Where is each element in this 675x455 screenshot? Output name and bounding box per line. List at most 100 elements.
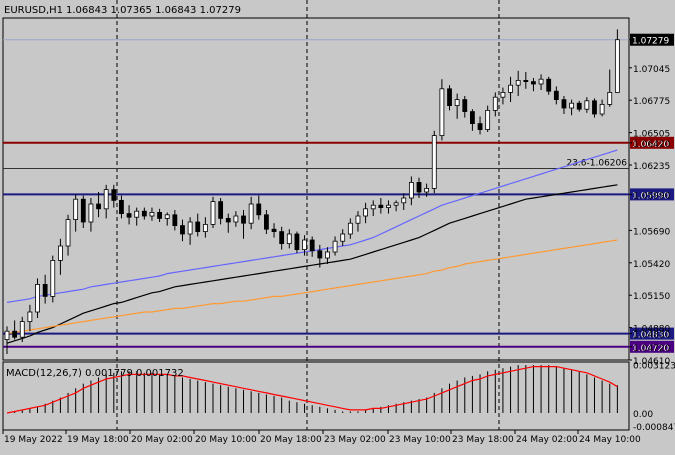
candle-body[interactable] xyxy=(294,233,300,251)
candle-body[interactable] xyxy=(531,81,536,85)
candle-body[interactable] xyxy=(546,78,552,92)
candle-body[interactable] xyxy=(340,233,346,242)
candle-body[interactable] xyxy=(569,102,574,109)
candle-body[interactable] xyxy=(164,214,170,219)
candle-body[interactable] xyxy=(309,239,315,252)
candle-body[interactable] xyxy=(401,197,407,204)
candle-body[interactable] xyxy=(35,283,40,313)
candle-body[interactable] xyxy=(576,102,582,110)
candle-body[interactable] xyxy=(27,311,33,323)
candle-body[interactable] xyxy=(134,210,140,218)
price-pane-frame xyxy=(2,17,630,361)
candle-body[interactable] xyxy=(271,228,277,232)
candle-body[interactable] xyxy=(584,100,590,110)
candle-body[interactable] xyxy=(141,210,147,217)
candle-body[interactable] xyxy=(492,96,498,111)
candle-body[interactable] xyxy=(248,203,254,224)
candle-body[interactable] xyxy=(302,239,307,251)
candle-body[interactable] xyxy=(42,283,48,297)
candle-body[interactable] xyxy=(218,201,224,219)
level-price-box xyxy=(630,136,674,149)
candle-body[interactable] xyxy=(416,181,422,193)
candle-body[interactable] xyxy=(157,211,162,219)
macd-y-tick-label: 0.003123 xyxy=(633,362,675,372)
candle-body[interactable] xyxy=(515,80,521,86)
candle-body[interactable] xyxy=(172,214,178,227)
y-tick-label: 1.05150 xyxy=(633,292,670,302)
y-tick-label: 1.05690 xyxy=(633,227,670,237)
candle-body[interactable] xyxy=(149,211,155,217)
candle-body[interactable] xyxy=(12,330,18,338)
candle-body[interactable] xyxy=(58,245,63,261)
candle-body[interactable] xyxy=(65,219,71,247)
candle-body[interactable] xyxy=(462,99,468,112)
candle-body[interactable] xyxy=(424,187,430,193)
candle-body[interactable] xyxy=(439,88,445,137)
candle-body[interactable] xyxy=(103,189,109,210)
candle-body[interactable] xyxy=(195,221,201,233)
candle-body[interactable] xyxy=(607,92,613,105)
x-tick-label: 24 May 02:00 xyxy=(516,435,578,445)
macd-y-tick-label: 0.00 xyxy=(633,410,653,420)
candle-body[interactable] xyxy=(538,78,544,85)
candle-body[interactable] xyxy=(561,99,567,109)
candle-body[interactable] xyxy=(241,215,246,224)
candle-body[interactable] xyxy=(553,90,559,100)
candle-body[interactable] xyxy=(363,208,368,217)
candle-body[interactable] xyxy=(454,99,460,106)
candle-body[interactable] xyxy=(408,181,414,199)
candle-body[interactable] xyxy=(50,259,56,297)
candle-body[interactable] xyxy=(477,123,483,130)
candle-body[interactable] xyxy=(470,111,475,124)
candle-body[interactable] xyxy=(80,198,86,223)
candle-body[interactable] xyxy=(4,330,10,341)
candle-body[interactable] xyxy=(523,80,529,83)
candle-body[interactable] xyxy=(126,213,132,218)
x-tick-label: 23 May 02:00 xyxy=(324,435,386,445)
candle-body[interactable] xyxy=(119,199,124,214)
macd-pane[interactable] xyxy=(2,361,630,431)
axes: 1.06420 1.05990 1.04830 1.04720 1.07279 1.070… xyxy=(2,33,675,445)
candle-body[interactable] xyxy=(614,39,620,93)
candle-body[interactable] xyxy=(347,222,353,235)
fib-label: 23.6-1.06206 xyxy=(566,158,627,168)
candle-body[interactable] xyxy=(225,217,231,223)
y-tick-label: 1.04880 xyxy=(633,325,670,335)
candle-body[interactable] xyxy=(180,225,185,235)
candle-body[interactable] xyxy=(19,321,25,338)
candle-body[interactable] xyxy=(73,198,79,220)
candle-body[interactable] xyxy=(378,204,384,208)
candle-body[interactable] xyxy=(508,84,513,93)
candle-body[interactable] xyxy=(317,250,323,259)
candle-body[interactable] xyxy=(286,233,292,244)
candle-body[interactable] xyxy=(370,204,376,210)
x-tick-label: 20 May 18:00 xyxy=(260,435,322,445)
y-tick-label: 1.05420 xyxy=(633,260,670,270)
candle-body[interactable] xyxy=(485,110,491,131)
candle-body[interactable] xyxy=(88,203,94,223)
candle-body[interactable] xyxy=(500,92,506,98)
price-pane[interactable]: 23.6-1.06206 xyxy=(2,0,630,430)
candle-body[interactable] xyxy=(256,203,262,216)
candle-body[interactable] xyxy=(187,221,193,235)
candle-body[interactable] xyxy=(393,202,399,206)
y-tick-label: 1.04830 xyxy=(633,331,670,341)
candle-body[interactable] xyxy=(264,214,269,230)
candle-body[interactable] xyxy=(592,100,597,115)
candle-body[interactable] xyxy=(279,231,285,245)
candle-body[interactable] xyxy=(431,135,437,189)
candle-body[interactable] xyxy=(325,251,330,259)
candle-body[interactable] xyxy=(96,203,101,210)
candle-body[interactable] xyxy=(599,104,605,115)
macd-signal-line xyxy=(6,366,618,414)
candle-body[interactable] xyxy=(111,189,117,201)
candle-body[interactable] xyxy=(386,204,391,208)
candle-body[interactable] xyxy=(233,215,239,223)
candle-body[interactable] xyxy=(202,223,208,232)
candle-body[interactable] xyxy=(210,201,216,225)
candle-body[interactable] xyxy=(355,215,361,224)
candle-body[interactable] xyxy=(447,88,452,107)
candle-body[interactable] xyxy=(332,240,338,253)
